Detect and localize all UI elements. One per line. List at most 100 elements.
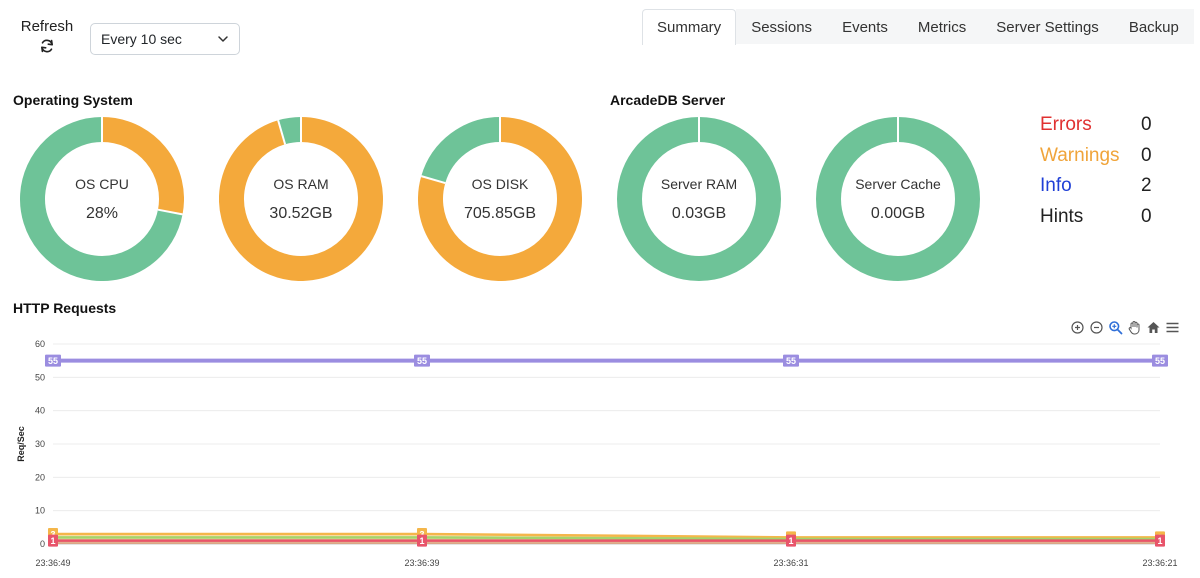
os-section-title: Operating System <box>13 92 133 108</box>
tab-label: Summary <box>657 19 722 36</box>
data-label: 1 <box>419 536 424 546</box>
os-ram-gauge: OS RAM 30.52GB <box>219 117 383 281</box>
tab-server-settings[interactable]: Server Settings <box>981 9 1114 44</box>
http-section-title: HTTP Requests <box>13 300 117 316</box>
tab-summary[interactable]: Summary <box>642 9 737 45</box>
gauge-slice-separator <box>277 119 287 145</box>
data-label: 55 <box>48 356 58 366</box>
gauge-label: OS CPU <box>75 176 129 192</box>
pan-hand-icon[interactable] <box>1127 320 1142 335</box>
data-label: 55 <box>786 356 796 366</box>
gauge-value: 0.03GB <box>671 205 727 222</box>
tab-sessions[interactable]: Sessions <box>736 9 828 44</box>
data-label: 1 <box>1157 536 1162 546</box>
y-tick-label: 50 <box>35 372 45 382</box>
gauge-free-slice <box>421 117 501 184</box>
data-label-box <box>414 354 430 367</box>
data-label: 3 <box>419 530 424 540</box>
y-axis-label: Req/Sec <box>16 426 26 462</box>
os-cpu-gauge: OS CPU 28% <box>20 117 184 281</box>
stat-info[interactable]: Info 2 <box>1040 173 1160 204</box>
gauge-value: 28% <box>85 205 119 222</box>
os-disk-gauge: OS DISK 705.85GB <box>418 117 582 281</box>
y-tick-label: 10 <box>35 506 45 516</box>
home-icon[interactable] <box>1146 320 1161 335</box>
zoom-in-icon[interactable] <box>1070 320 1085 335</box>
chart-toolbar <box>1070 320 1180 335</box>
gauge-free-slice <box>617 117 781 281</box>
interval-value: Every 10 sec <box>101 31 182 47</box>
gauge-free-slice <box>816 117 980 281</box>
data-label-box <box>45 354 61 367</box>
data-label: 3 <box>50 530 55 540</box>
data-label: 55 <box>417 356 427 366</box>
gauge-ring <box>617 117 781 281</box>
refresh-label: Refresh <box>20 18 74 35</box>
tab-label: Backup <box>1128 18 1179 36</box>
stat-hints[interactable]: Hints 0 <box>1040 204 1160 235</box>
stat-value: 2 <box>1141 175 1152 196</box>
tab-bar: Summary Sessions Events Metrics Server S… <box>642 9 1194 45</box>
stat-label: Errors <box>1040 114 1092 135</box>
series-area <box>53 361 1160 544</box>
data-label: 1 <box>788 536 793 546</box>
tab-events[interactable]: Events <box>827 9 903 44</box>
menu-icon[interactable] <box>1165 320 1180 335</box>
tab-backup[interactable]: Backup <box>1113 9 1194 44</box>
series-line <box>53 536 1160 541</box>
stat-value: 0 <box>1141 205 1152 227</box>
y-tick-label: 0 <box>40 539 45 549</box>
data-label-box <box>786 534 796 547</box>
zoom-select-icon[interactable] <box>1108 320 1123 335</box>
gauge-label: Server Cache <box>855 176 941 192</box>
tab-label: Server Settings <box>996 18 1099 36</box>
x-tick-label: 23:36:31 <box>773 558 808 568</box>
y-tick-label: 30 <box>35 439 45 449</box>
y-tick-label: 60 <box>35 339 45 349</box>
gauge-ring <box>219 117 383 281</box>
data-label-box <box>1152 354 1168 367</box>
gauge-free-slice <box>20 117 183 281</box>
y-tick-label: 20 <box>35 472 45 482</box>
http-requests-chart: 0 10 20 30 40 50 60 Req/Sec 23:36:49 23:36:39 23:3… <box>16 339 1178 568</box>
data-label: 55 <box>1155 356 1165 366</box>
gauge-value: 705.85GB <box>463 205 537 222</box>
data-label-box <box>417 534 427 547</box>
gauge-free-slice <box>278 117 302 145</box>
tab-label: Sessions <box>751 18 813 36</box>
gauge-ring <box>816 117 980 281</box>
zoom-out-icon[interactable] <box>1089 320 1104 335</box>
stat-errors[interactable]: Errors 0 <box>1040 112 1160 143</box>
server-ram-gauge: Server RAM 0.03GB <box>617 117 781 281</box>
stat-warnings[interactable]: Warnings 0 <box>1040 143 1160 174</box>
chevron-down-icon <box>218 36 228 42</box>
server-section-title: ArcadeDB Server <box>610 92 726 108</box>
refresh-icon[interactable] <box>39 38 55 54</box>
data-label: 1 <box>50 536 55 546</box>
gauge-used-slice <box>418 117 582 281</box>
tab-metrics[interactable]: Metrics <box>902 9 982 44</box>
server-cache-gauge: Server Cache 0.00GB <box>816 117 980 281</box>
gauge-ring <box>20 117 184 281</box>
gauge-slice-separator <box>157 208 183 216</box>
refresh-interval-select[interactable]: Every 10 sec <box>90 23 240 55</box>
gauge-label: OS RAM <box>273 176 329 192</box>
gauge-label: OS DISK <box>471 176 529 192</box>
log-stats: Errors 0 Warnings 0 Info 2 Hints 0 <box>1040 112 1160 234</box>
stat-value: 0 <box>1141 114 1152 135</box>
gauge-used-slice <box>219 117 383 281</box>
gauge-used-slice <box>101 117 184 215</box>
gauge-value: 30.52GB <box>269 205 333 222</box>
data-label-box <box>783 354 799 367</box>
stat-label: Warnings <box>1040 144 1120 166</box>
gauge-value: 0.00GB <box>870 205 926 222</box>
tab-label: Metrics <box>917 18 967 36</box>
stat-value: 0 <box>1141 144 1152 166</box>
refresh-button[interactable]: Refresh <box>14 18 80 54</box>
stat-label: Info <box>1040 175 1072 196</box>
stat-label: Hints <box>1040 205 1084 227</box>
series-line <box>53 532 1160 539</box>
x-tick-label: 23:36:21 <box>1142 558 1177 568</box>
gauge-ring <box>418 117 582 281</box>
